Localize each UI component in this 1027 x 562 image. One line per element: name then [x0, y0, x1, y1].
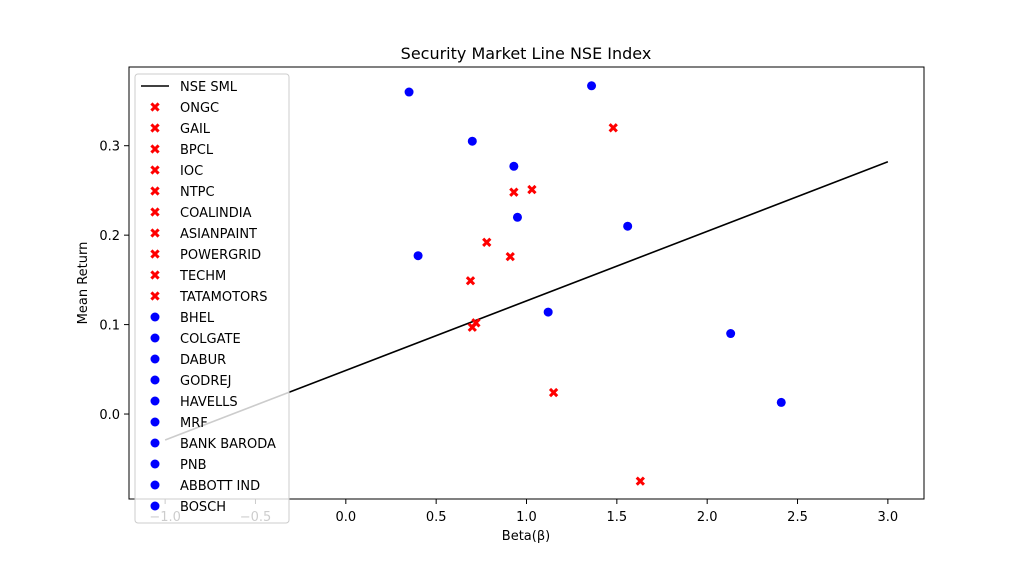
point-ongc-stroke: [608, 123, 618, 133]
legend-swatch-powergrid: [150, 249, 160, 259]
legend-label-tatamotors: TATAMOTORS: [179, 290, 268, 305]
x-tick-label: 0.0: [335, 510, 356, 525]
legend-swatch-bank-baroda: [150, 438, 160, 448]
legend-label-havells: HAVELLS: [180, 395, 238, 410]
point-bpcl: [509, 187, 519, 197]
legend-label-godrej: GODREJ: [180, 374, 231, 389]
chart-title: Security Market Line NSE Index: [401, 44, 652, 63]
legend-swatch-dabur: [150, 354, 160, 364]
x-tick-label: 1.5: [606, 510, 627, 525]
point-techm: [548, 387, 559, 398]
legend-swatch-powergrid-stroke: [150, 249, 160, 259]
legend-swatch-techm-stroke: [150, 270, 160, 280]
legend-label-sml: NSE SML: [180, 80, 238, 95]
legend-label-ioc: IOC: [180, 164, 203, 179]
point-havells: [512, 212, 522, 222]
point-mrf: [623, 221, 633, 231]
point-bpcl-stroke: [509, 187, 519, 197]
point-godrej: [509, 161, 519, 171]
y-tick-label: 0.1: [99, 319, 120, 334]
point-bank-baroda: [413, 251, 423, 261]
legend-swatch-ntpc-stroke: [150, 186, 160, 196]
legend-label-dabur: DABUR: [180, 353, 226, 368]
legend-swatch-coalindia: [150, 207, 160, 217]
legend-label-mrf: MRF: [180, 416, 208, 431]
x-axis-label: Beta(β): [502, 529, 550, 544]
point-coalindia: [465, 276, 476, 286]
point-ntpc-stroke: [505, 251, 515, 262]
legend-swatch-bosch: [150, 501, 160, 511]
legend-label-gail: GAIL: [180, 122, 211, 137]
legend-swatch-bhel: [150, 312, 160, 322]
legend-swatch-ongc: [150, 102, 160, 112]
point-coalindia-stroke: [465, 276, 476, 286]
legend-swatch-techm: [150, 270, 160, 280]
legend-swatch-ioc-stroke: [150, 165, 160, 175]
y-tick-label: 0.2: [99, 229, 120, 244]
y-tick-label: 0.0: [99, 408, 120, 423]
legend-label-bhel: BHEL: [180, 311, 215, 326]
y-tick-label: 0.3: [99, 140, 120, 155]
point-tatamotors-stroke: [635, 476, 645, 486]
point-powergrid-stroke: [467, 322, 477, 332]
point-gail-stroke: [527, 184, 537, 195]
legend-box: [134, 73, 290, 524]
legend: NSE SML ONGC GAIL BPCL IOC NTPC COALINDIA ASIAN…: [134, 73, 290, 524]
legend-label-abbott-ind: ABBOTT IND: [180, 479, 260, 494]
point-bhel: [404, 87, 414, 97]
legend-swatch-gail-stroke: [150, 123, 160, 133]
legend-swatch-tatamotors: [150, 291, 160, 301]
legend-swatch-asianpaint: [150, 228, 160, 238]
point-bosch: [776, 397, 786, 407]
legend-swatch-tatamotors-stroke: [150, 291, 160, 301]
legend-label-pnb: PNB: [180, 458, 206, 473]
legend-label-coalindia: COALINDIA: [180, 206, 252, 221]
legend-swatch-ongc-stroke: [150, 102, 160, 112]
legend-label-powergrid: POWERGRID: [180, 248, 261, 263]
legend-label-bpcl: BPCL: [180, 143, 214, 158]
x-tick-label: 2.0: [697, 510, 718, 525]
point-techm-stroke: [548, 387, 559, 398]
point-pnb: [543, 307, 553, 317]
legend-swatch-bpcl: [150, 144, 160, 154]
legend-swatch-pnb: [150, 459, 160, 469]
legend-swatch-colgate: [150, 333, 160, 343]
legend-swatch-ntpc: [150, 186, 160, 196]
legend-swatch-mrf: [150, 417, 160, 427]
legend-label-ongc: ONGC: [180, 101, 219, 116]
legend-label-asianpaint: ASIANPAINT: [180, 227, 257, 242]
legend-label-ntpc: NTPC: [180, 185, 215, 200]
point-ongc: [608, 123, 618, 133]
legend-label-colgate: COLGATE: [180, 332, 241, 347]
point-abbott-ind: [726, 329, 736, 339]
x-tick-label: 3.0: [878, 510, 899, 525]
point-dabur: [467, 136, 477, 146]
legend-swatch-godrej: [150, 375, 160, 385]
legend-swatch-coalindia-stroke: [150, 207, 160, 217]
x-tick-label: 1.0: [516, 510, 537, 525]
legend-swatch-asianpaint-stroke: [150, 228, 160, 238]
point-colgate: [587, 81, 597, 91]
legend-label-bank-baroda: BANK BARODA: [180, 437, 276, 452]
point-ioc-stroke: [482, 237, 492, 247]
y-axis-label: Mean Return: [76, 242, 91, 325]
point-gail: [527, 184, 537, 195]
point-ioc: [482, 237, 492, 247]
point-ntpc: [505, 251, 515, 262]
legend-swatch-bpcl-stroke: [150, 144, 160, 154]
legend-swatch-havells: [150, 396, 160, 406]
legend-swatch-abbott-ind: [150, 480, 160, 490]
legend-swatch-gail: [150, 123, 160, 133]
legend-label-techm: TECHM: [179, 269, 226, 284]
point-tatamotors: [635, 476, 645, 486]
x-tick-label: 0.5: [426, 510, 447, 525]
x-tick-label: 2.5: [787, 510, 808, 525]
legend-label-bosch: BOSCH: [180, 500, 226, 515]
point-powergrid: [467, 322, 477, 332]
legend-swatch-ioc: [150, 165, 160, 175]
